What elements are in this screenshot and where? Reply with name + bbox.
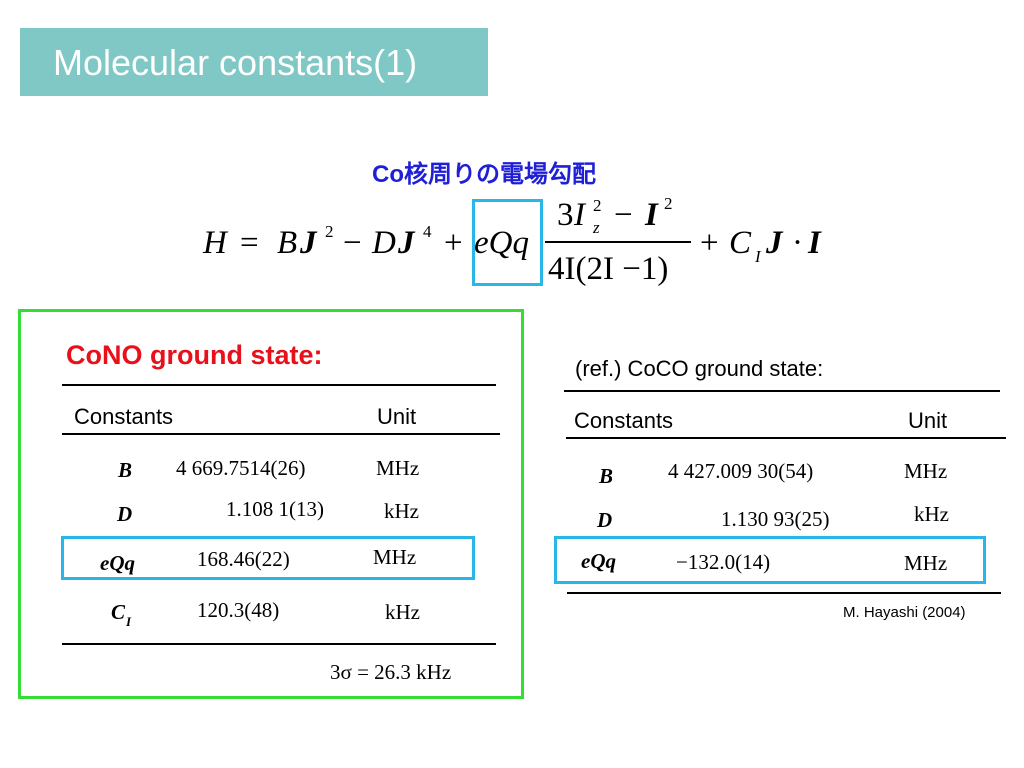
cono-symbol-B: B — [118, 458, 133, 482]
formula-Ibold2: I — [808, 225, 821, 261]
formula-num-exp2: 2 — [593, 196, 602, 215]
coco-header-rule — [566, 437, 1006, 439]
eqq-highlight-box — [472, 199, 543, 286]
cono-value-CI: 120.3(48) — [197, 598, 280, 622]
coco-value-D: 1.130 93(25) — [721, 507, 830, 531]
coco-bottom-rule — [567, 592, 1001, 594]
coco-unit-D: kHz — [914, 502, 949, 526]
cono-unit-eQq: MHz — [373, 545, 417, 569]
coco-symbol-B: B — [599, 464, 614, 488]
coco-symbol-D: D — [597, 508, 613, 532]
cono-unit-B: MHz — [376, 456, 420, 480]
cono-unit-D: kHz — [384, 499, 419, 523]
coco-credit: M. Hayashi (2004) — [843, 604, 966, 621]
slide-title: Molecular constants(1) — [53, 42, 418, 83]
formula-num-minus: − — [614, 197, 633, 233]
formula-num-3: 3 — [557, 197, 574, 233]
cono-value-D: 1.108 1(13) — [226, 497, 324, 521]
cono-header-unit: Unit — [377, 404, 417, 429]
cono-symbol-CI-sub: I — [126, 614, 132, 629]
formula-eQq: eQq — [474, 225, 529, 261]
title-banner — [20, 28, 488, 96]
formula-exp-4: 4 — [423, 222, 432, 241]
cono-symbol-CI: C — [111, 600, 126, 624]
formula-num-I: I — [574, 197, 585, 233]
formula-H: H — [203, 225, 227, 261]
formula-D: D — [372, 225, 396, 261]
formula-B: B — [277, 225, 298, 261]
subtitle: Co核周りの電場勾配 — [372, 161, 596, 188]
formula-denominator: 4I(2I −1) — [548, 251, 669, 287]
coco-unit-eQq: MHz — [904, 551, 948, 575]
formula-plus: + — [444, 225, 463, 261]
coco-unit-B: MHz — [904, 459, 948, 483]
formula-equals: = — [240, 225, 259, 261]
cono-panel — [18, 309, 524, 699]
formula-C: C — [729, 225, 752, 261]
coco-value-B: 4 427.009 30(54) — [668, 459, 814, 483]
formula-J: J — [300, 225, 317, 261]
coco-value-eQq: −132.0(14) — [676, 550, 771, 574]
coco-title: (ref.) CoCO ground state: — [575, 356, 824, 381]
coco-top-rule — [564, 390, 1000, 392]
cono-top-rule — [62, 384, 496, 386]
cono-header-rule — [62, 433, 500, 435]
coco-symbol-eQq: eQq — [581, 549, 616, 573]
coco-header-constants: Constants — [574, 408, 674, 433]
formula-num-Ibold: I — [645, 197, 658, 233]
formula-minus: − — [343, 225, 362, 261]
formula-exp-2: 2 — [325, 222, 334, 241]
fraction-line — [545, 241, 691, 243]
cono-value-eQq: 168.46(22) — [197, 547, 290, 571]
formula-J2: J — [398, 225, 415, 261]
formula-sub-z: z — [593, 218, 600, 237]
cono-value-B: 4 669.7514(26) — [176, 456, 306, 480]
cono-bottom-rule — [62, 643, 496, 645]
formula-J3: J — [766, 225, 783, 261]
coco-header-unit: Unit — [908, 408, 948, 433]
formula-dot: · — [792, 225, 803, 261]
formula-plus2: + — [700, 225, 719, 261]
cono-title: CoNO ground state: — [66, 340, 323, 370]
formula-num-exp2b: 2 — [664, 194, 673, 213]
cono-header-constants: Constants — [74, 404, 174, 429]
cono-symbol-eQq: eQq — [100, 551, 135, 575]
cono-eqq-highlight-row — [61, 536, 475, 580]
cono-symbol-D: D — [117, 502, 133, 526]
cono-unit-CI: kHz — [385, 600, 420, 624]
formula-sub-I: I — [755, 247, 761, 266]
cono-sigma-note: 3σ = 26.3 kHz — [330, 660, 452, 684]
coco-eqq-highlight-row — [554, 536, 986, 584]
